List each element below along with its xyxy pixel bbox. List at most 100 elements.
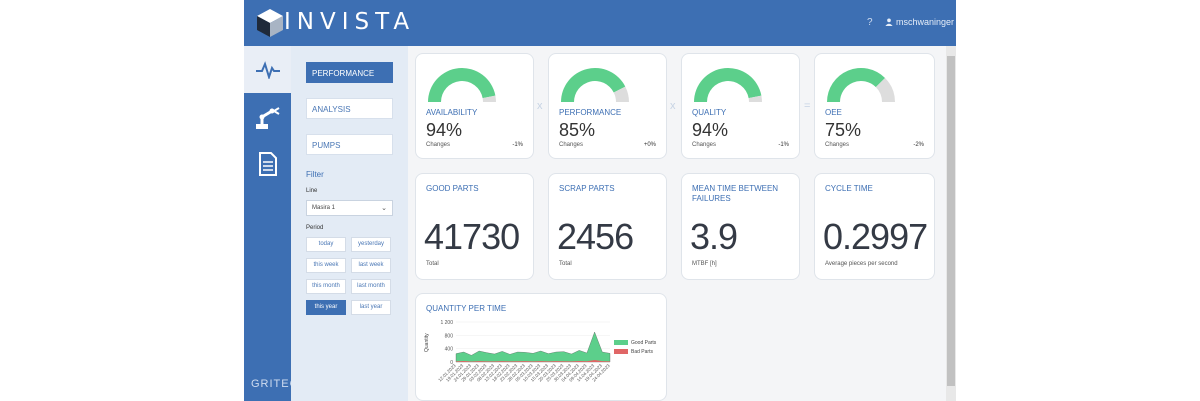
quantity-chart-card: QUANTITY PER TIME Quantity 1 200 800 400 0 12… (415, 293, 667, 401)
sidebar-item-performance[interactable] (244, 46, 291, 93)
quality-value: 94% (692, 120, 729, 140)
availability-delta: -1% (512, 142, 523, 148)
robot-arm-icon (255, 106, 280, 129)
scrap-parts-value: 2456 (557, 216, 634, 257)
availability-value: 94% (426, 120, 463, 140)
availability-gauge (428, 68, 496, 102)
chevron-down-icon: ⌄ (381, 205, 387, 212)
cycle-time-value: 0.2997 (823, 216, 928, 257)
username: mschwaninger (896, 17, 955, 27)
mtbf-sub: MTBF [h] (692, 261, 717, 267)
gauge-rest-arc (875, 77, 895, 102)
y-tick-label: 400 (445, 347, 454, 353)
availability-card: AVAILABILITY 94% Changes -1% (415, 53, 534, 159)
line-select[interactable]: Masira 1 ⌄ (306, 200, 393, 216)
y-tick-label: 800 (445, 333, 454, 339)
performance-gauge (561, 68, 629, 102)
user-icon (885, 18, 893, 26)
gauge-fill-arc (694, 68, 762, 102)
mtbf-value: 3.9 (690, 216, 738, 257)
performance-card: PERFORMANCE 85% Changes +0% (548, 53, 667, 159)
nav-pumps[interactable]: PUMPS (306, 134, 393, 155)
nav-performance[interactable]: PERFORMANCE (306, 62, 393, 83)
nav-analysis[interactable]: ANALYSIS (306, 98, 393, 119)
good-parts-value: 41730 (424, 216, 520, 257)
gauge-fill-arc (561, 68, 626, 102)
quality-changes-label: Changes (692, 142, 717, 148)
line-label: Line (306, 188, 318, 194)
equals-operator: = (804, 100, 811, 112)
period-today[interactable]: today (306, 237, 346, 252)
period-yesterday[interactable]: yesterday (351, 237, 391, 252)
scrollbar-thumb[interactable] (947, 56, 955, 386)
oee-gauge (827, 68, 895, 102)
quality-label: QUALITY (692, 108, 727, 117)
sub-navigation: PERFORMANCE ANALYSIS PUMPS Filter Line M… (291, 46, 408, 401)
cycle-time-title: CYCLE TIME (825, 184, 873, 193)
legend-label: Good Parts (631, 340, 657, 346)
legend-swatch (614, 340, 628, 345)
cube-logo-icon (257, 9, 283, 37)
period-this-month[interactable]: this month (306, 279, 346, 294)
user-menu[interactable]: mschwaninger (885, 17, 954, 27)
y-tick-label: 1 200 (440, 320, 453, 326)
mtbf-card: MEAN TIME BETWEEN FAILURES 3.9 MTBF [h] (681, 173, 800, 280)
legend-label: Bad Parts (631, 349, 653, 355)
icon-sidebar: GRITEC (244, 46, 298, 401)
performance-label: PERFORMANCE (559, 108, 622, 117)
period-this-year[interactable]: this year (306, 300, 346, 315)
help-link[interactable]: ? (867, 17, 873, 28)
brand-name: INVISTA (284, 9, 416, 35)
gauge-fill-arc (827, 68, 886, 102)
cycle-time-card: CYCLE TIME 0.2997 Average pieces per sec… (814, 173, 935, 280)
good-parts-area (455, 331, 611, 363)
gauge-fill-arc (428, 68, 496, 102)
period-last-year[interactable]: last year (351, 300, 391, 315)
multiply-operator: x (670, 100, 676, 112)
multiply-operator: x (537, 100, 543, 112)
period-label: Period (306, 225, 324, 231)
filter-heading: Filter (306, 170, 324, 179)
y-axis-label: Quantity (424, 333, 430, 352)
scrap-parts-card: SCRAP PARTS 2456 Total (548, 173, 667, 280)
chart-title: QUANTITY PER TIME (426, 304, 507, 313)
pulse-icon (255, 60, 280, 79)
period-last-month[interactable]: last month (351, 279, 391, 294)
gauge-rest-arc (748, 95, 762, 102)
period-last-week[interactable]: last week (351, 258, 391, 273)
oee-card: OEE 75% Changes -2% (814, 53, 935, 159)
period-this-week[interactable]: this week (306, 258, 346, 273)
cycle-time-sub: Average pieces per second (825, 261, 898, 267)
good-parts-sub: Total (426, 261, 439, 267)
oee-label: OEE (825, 108, 842, 117)
performance-value: 85% (559, 120, 596, 140)
quality-gauge (694, 68, 762, 102)
scrap-parts-title: SCRAP PARTS (559, 184, 615, 193)
app-window: INVISTA ? mschwaninger (244, 0, 956, 401)
bad-parts-area (456, 360, 610, 362)
availability-changes-label: Changes (426, 142, 451, 148)
performance-changes-label: Changes (559, 142, 584, 148)
legend-swatch (614, 349, 628, 354)
line-select-value: Masira 1 (312, 205, 336, 211)
availability-label: AVAILABILITY (426, 108, 478, 117)
oee-delta: -2% (913, 142, 924, 148)
performance-delta: +0% (643, 142, 656, 148)
good-parts-title: GOOD PARTS (426, 184, 479, 193)
gauge-rest-arc (482, 95, 496, 102)
gauge-rest-arc (613, 86, 629, 102)
scrap-parts-sub: Total (559, 261, 572, 267)
quality-card: QUALITY 94% Changes -1% (681, 53, 800, 159)
document-icon (258, 151, 277, 176)
quality-delta: -1% (778, 142, 789, 148)
oee-value: 75% (825, 120, 862, 140)
oee-changes-label: Changes (825, 142, 850, 148)
sidebar-item-robot[interactable] (244, 94, 291, 141)
mtbf-title: MEAN TIME BETWEEN FAILURES (692, 184, 779, 203)
top-bar: INVISTA ? mschwaninger (244, 0, 956, 46)
footer-logo: GRITEC (251, 378, 299, 390)
sidebar-item-reports[interactable] (244, 140, 291, 187)
y-tick-label: 0 (450, 360, 453, 366)
good-parts-card: GOOD PARTS 41730 Total (415, 173, 534, 280)
